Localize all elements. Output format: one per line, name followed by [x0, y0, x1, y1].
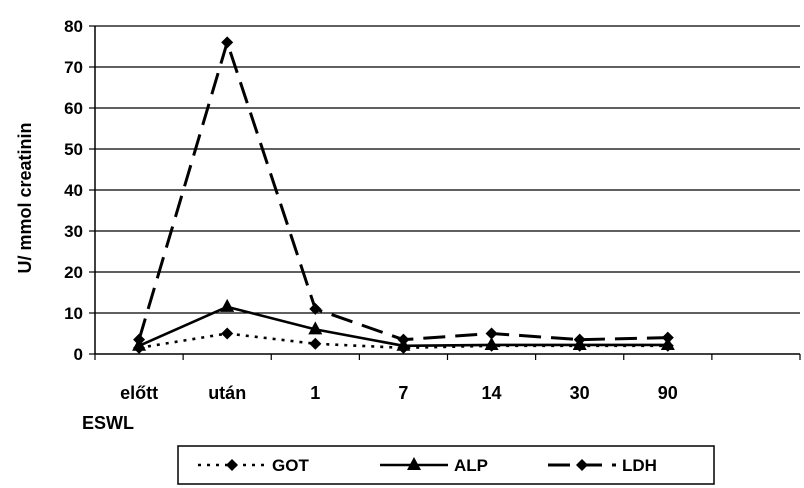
ldh-point	[221, 36, 234, 49]
legend-marker-got	[226, 459, 238, 471]
legend-label-alp: ALP	[454, 456, 488, 475]
y-tick-label: 60	[64, 99, 83, 118]
got-point	[309, 337, 322, 350]
alp-point	[484, 336, 499, 350]
alp-point	[220, 298, 235, 312]
x-tick-label: után	[208, 383, 246, 403]
series-ldh	[133, 36, 674, 346]
legend-label-ldh: LDH	[622, 456, 657, 475]
y-tick-label: 50	[64, 140, 83, 159]
x-tick-label: 1	[310, 383, 320, 403]
axes	[94, 26, 801, 360]
ldh-point	[661, 331, 674, 344]
series-group	[132, 36, 675, 354]
legend: GOT ALP LDH	[177, 445, 715, 485]
ldh-point	[309, 302, 322, 315]
x-tick-label: 7	[398, 383, 408, 403]
ldh-point	[133, 333, 146, 346]
alp-point	[308, 321, 323, 335]
legend-marker-alp	[407, 457, 421, 470]
ldh-point	[573, 333, 586, 346]
legend-marker-ldh	[576, 459, 588, 471]
x-tick-labels: előtt után 1 7 14 30 90	[120, 383, 678, 403]
ldh-point	[397, 333, 410, 346]
y-tick-label: 30	[64, 222, 83, 241]
legend-label-got: GOT	[272, 456, 309, 475]
x-tick-label: 14	[482, 383, 502, 403]
grid-lines	[89, 25, 800, 355]
ldh-point	[485, 327, 498, 340]
got-point	[221, 327, 234, 340]
y-tick-label: 0	[74, 345, 83, 364]
ldh-line	[137, 40, 668, 342]
x-tick-label: 30	[570, 383, 590, 403]
y-tick-label: 10	[64, 304, 83, 323]
y-tick-label: 20	[64, 263, 83, 282]
y-tick-labels: 0 10 20 30 40 50 60 70 80	[64, 17, 83, 364]
y-tick-label: 70	[64, 58, 83, 77]
y-tick-label: 40	[64, 181, 83, 200]
x-tick-label: 90	[658, 383, 678, 403]
y-axis-label: U/ mmol creatinin	[15, 122, 35, 273]
y-tick-label: 80	[64, 17, 83, 36]
x-tick-label: előtt	[120, 383, 158, 403]
x-axis-extra-label: ESWL	[82, 413, 134, 433]
